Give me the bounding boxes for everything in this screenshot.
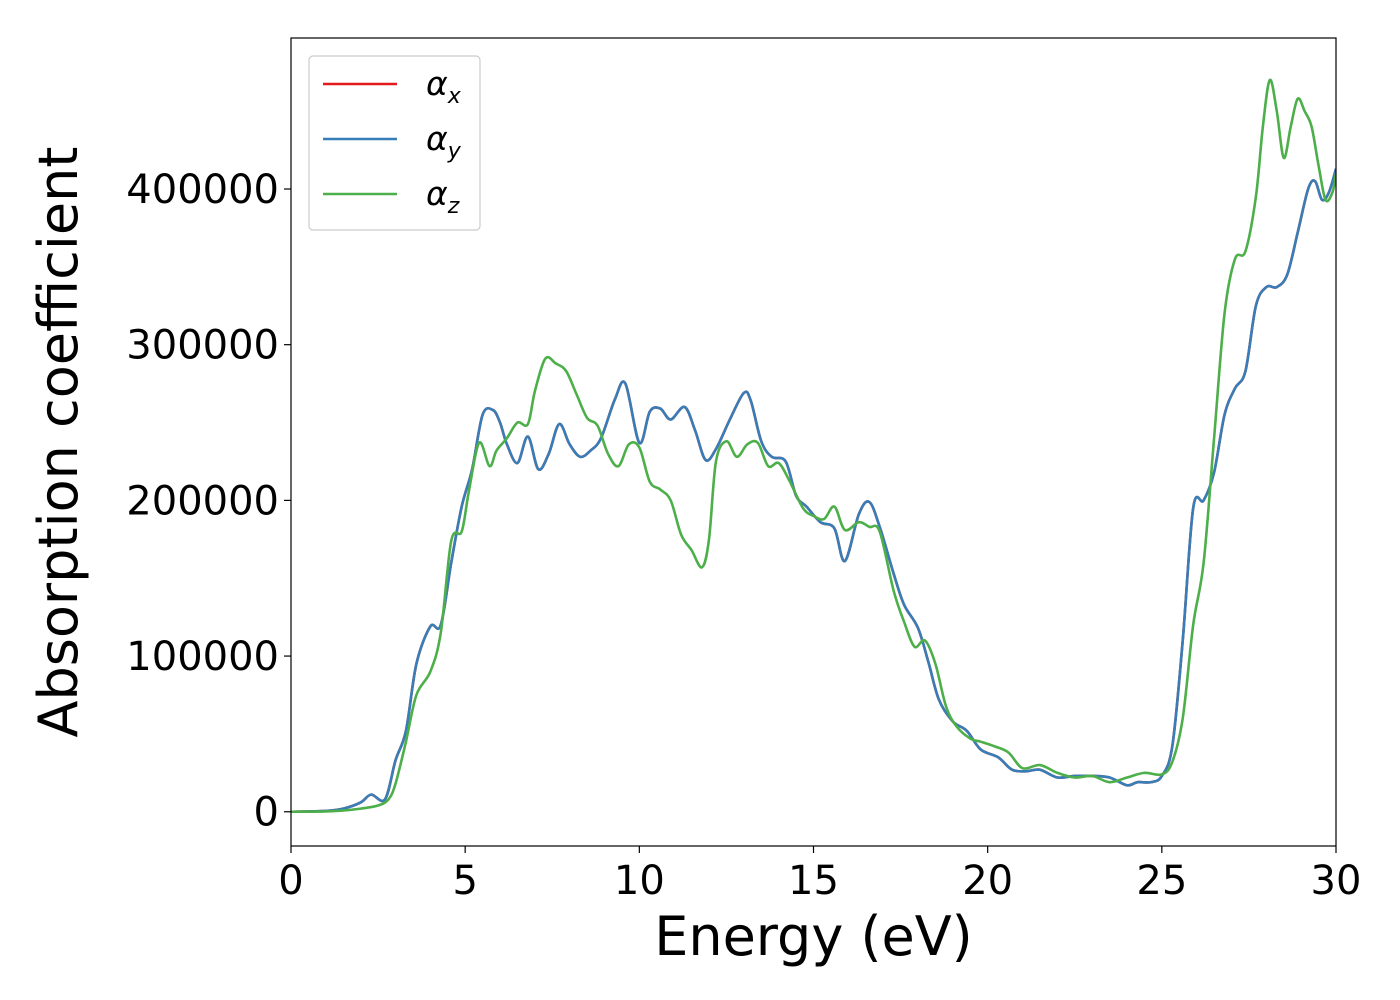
y-tick-label: 200000 (126, 478, 279, 524)
x-tick-label: 30 (1311, 858, 1362, 904)
series-line-x (291, 168, 1336, 814)
legend-frame (308, 55, 481, 231)
x-axis-title: Energy (eV) (654, 905, 973, 968)
x-tick-label: 25 (1136, 858, 1187, 904)
legend: αx αy αz (308, 55, 481, 231)
series-line-y (291, 168, 1336, 814)
y-tick-label: 100000 (126, 634, 279, 680)
y-axis-title: Absorption coefficient (27, 147, 90, 738)
x-tick-label: 15 (788, 858, 839, 904)
series-layer (291, 78, 1336, 814)
legend-entries: αx αy αz (323, 64, 462, 219)
legend-label-y: αy (426, 119, 462, 164)
legend-label-z: αz (426, 174, 460, 219)
legend-label-x: αx (426, 64, 462, 109)
y-tick-label: 400000 (126, 167, 279, 213)
x-tick-label: 5 (452, 858, 477, 904)
x-tick-label: 20 (962, 858, 1013, 904)
x-axis-ticks: 0 5 10 15 20 25 30 (278, 846, 1361, 904)
x-tick-label: 0 (278, 858, 303, 904)
y-axis-ticks: 0 100000 200000 300000 400000 (126, 167, 291, 836)
series-line-z (291, 78, 1336, 814)
x-tick-label: 10 (614, 858, 665, 904)
y-tick-label: 300000 (126, 323, 279, 369)
y-tick-label: 0 (254, 790, 279, 836)
